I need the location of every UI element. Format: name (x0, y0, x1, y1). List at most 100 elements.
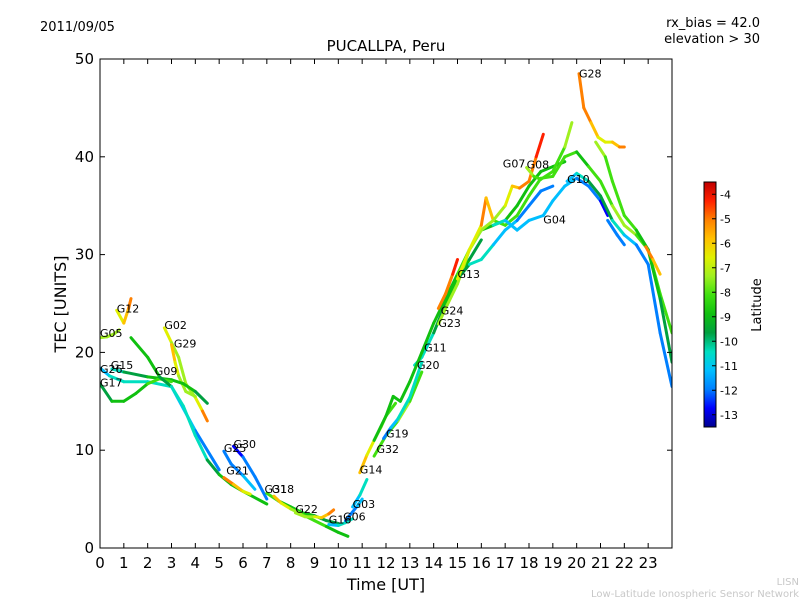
colorbar-label: Latitude (750, 278, 765, 332)
satellite-label: G10 (567, 173, 590, 186)
series-G18-segment (272, 494, 283, 505)
satellite-label: G11 (424, 341, 447, 354)
series-G17-segment (146, 377, 162, 386)
series-G09-segment (205, 458, 221, 477)
series-G09-segment (146, 355, 162, 379)
series-G04-segment (599, 199, 610, 217)
series-G13-segment (467, 258, 483, 266)
series-G17-segment (122, 392, 138, 403)
series-G15-segment (193, 390, 209, 405)
series-G04-segment (563, 176, 579, 188)
satellite-label: G12 (117, 302, 140, 315)
series-G26-segment (100, 366, 111, 378)
series-G17-segment (134, 382, 150, 395)
colorbar-tick-label: -9 (720, 311, 731, 324)
series-G07-segment (491, 204, 507, 222)
x-tick-label: 1 (119, 554, 129, 572)
footer-org-full: Low-Latitude Ionospheric Sensor Network (591, 589, 799, 600)
series-G31-segment (289, 505, 305, 515)
satellite-label: G08 (527, 159, 550, 172)
series-G02-segment (177, 355, 188, 386)
x-tick-label: 6 (238, 554, 248, 572)
series-G07-segment (456, 248, 471, 281)
x-tick-label: 21 (591, 554, 610, 572)
series-G23-segment (444, 282, 459, 310)
series-G07-segment (479, 196, 488, 227)
series-G07-segment (467, 223, 483, 252)
x-tick-label: 15 (448, 554, 467, 572)
series-G11-segment (408, 350, 424, 384)
x-tick-label: 8 (286, 554, 296, 572)
satellite-label: G26 (100, 363, 123, 376)
satellite-label: G09 (155, 365, 178, 378)
series-G13-segment (491, 228, 507, 247)
series-G30 (232, 444, 269, 501)
series-G15-segment (110, 367, 126, 374)
satellite-label: G02 (164, 319, 187, 332)
series-G09 (129, 336, 269, 506)
series-G15-segment (181, 382, 197, 393)
series-G04-segment (551, 184, 567, 203)
series-G26-segment (193, 429, 221, 472)
series-G02-segment (162, 326, 173, 345)
satellite-label: G23 (438, 317, 461, 330)
satellite-label: G15 (111, 359, 134, 372)
x-tick-label: 3 (167, 554, 177, 572)
plot-area (100, 59, 672, 548)
series-G15-segment (122, 370, 150, 379)
series-G11-segment (515, 184, 531, 208)
y-axis-label: TEC [UNITS] (51, 256, 70, 354)
series-G28 (577, 72, 626, 149)
series-G07-segment (518, 179, 531, 190)
series-G20-segment (444, 277, 459, 305)
colorbar-ticks: -4 -5 -6 -7 -8 -9 -10 -11 -12 -13 (712, 188, 738, 422)
series-G13-segment (479, 243, 495, 261)
series-G27-segment (658, 292, 672, 335)
colorbar-tick-label: -10 (720, 335, 738, 348)
date-label: 2011/09/05 (40, 20, 115, 35)
series-G03-segment (351, 493, 362, 509)
series-G11-segment (384, 394, 395, 418)
series-G11-segment (372, 414, 388, 442)
satellite-label: G29 (174, 338, 197, 351)
series-G04-segment (541, 199, 555, 217)
series-G27-segment (610, 204, 626, 227)
series-G11-segment (432, 297, 448, 325)
series-G01-segment (610, 179, 626, 217)
series-G24-segment (451, 258, 459, 276)
series-G01-segment (594, 140, 607, 159)
colorbar-tick-label: -7 (720, 262, 731, 275)
series-G10-segment (575, 171, 591, 183)
colorbar-tick-label: -11 (720, 360, 738, 373)
satellite-label: G04 (543, 213, 566, 226)
series-G21-segment (222, 476, 235, 486)
series-G10-segment (565, 171, 579, 183)
series-G33-segment (644, 245, 655, 261)
x-axis: 0 1 2 3 4 5 6 7 8 9 10 11 12 13 14 15 16 17 18 19 20 21 22 23 (95, 59, 658, 572)
rx-bias-label: rx_bias = 42.0 (666, 16, 760, 31)
series-G09-segment (129, 336, 150, 359)
series-G23-segment (436, 306, 448, 326)
series-G24-segment (444, 272, 455, 296)
colorbar-tick-label: -12 (720, 384, 738, 397)
series-G27-segment (575, 150, 591, 169)
series-G18-segment (313, 519, 328, 528)
satellite-label: G21 (226, 465, 249, 478)
series-G12 (115, 297, 133, 325)
series-G26b (606, 218, 626, 247)
series-G10-segment (658, 331, 672, 389)
x-tick-label: 13 (400, 554, 419, 572)
series-G16 (327, 517, 355, 527)
series-G19-segment (396, 395, 412, 421)
x-tick-label: 10 (329, 554, 348, 572)
series-G11-segment (398, 380, 412, 403)
series-G08 (525, 121, 574, 181)
series-G02-segment (201, 409, 209, 423)
series-G15-segment (170, 378, 185, 386)
series-G21-segment (241, 489, 252, 496)
satellite-label: G25 (224, 442, 247, 455)
y-tick-label: 20 (75, 343, 94, 361)
series-G10-segment (634, 243, 650, 266)
colorbar-tick-label: -6 (720, 237, 731, 250)
x-tick-label: 17 (496, 554, 515, 572)
